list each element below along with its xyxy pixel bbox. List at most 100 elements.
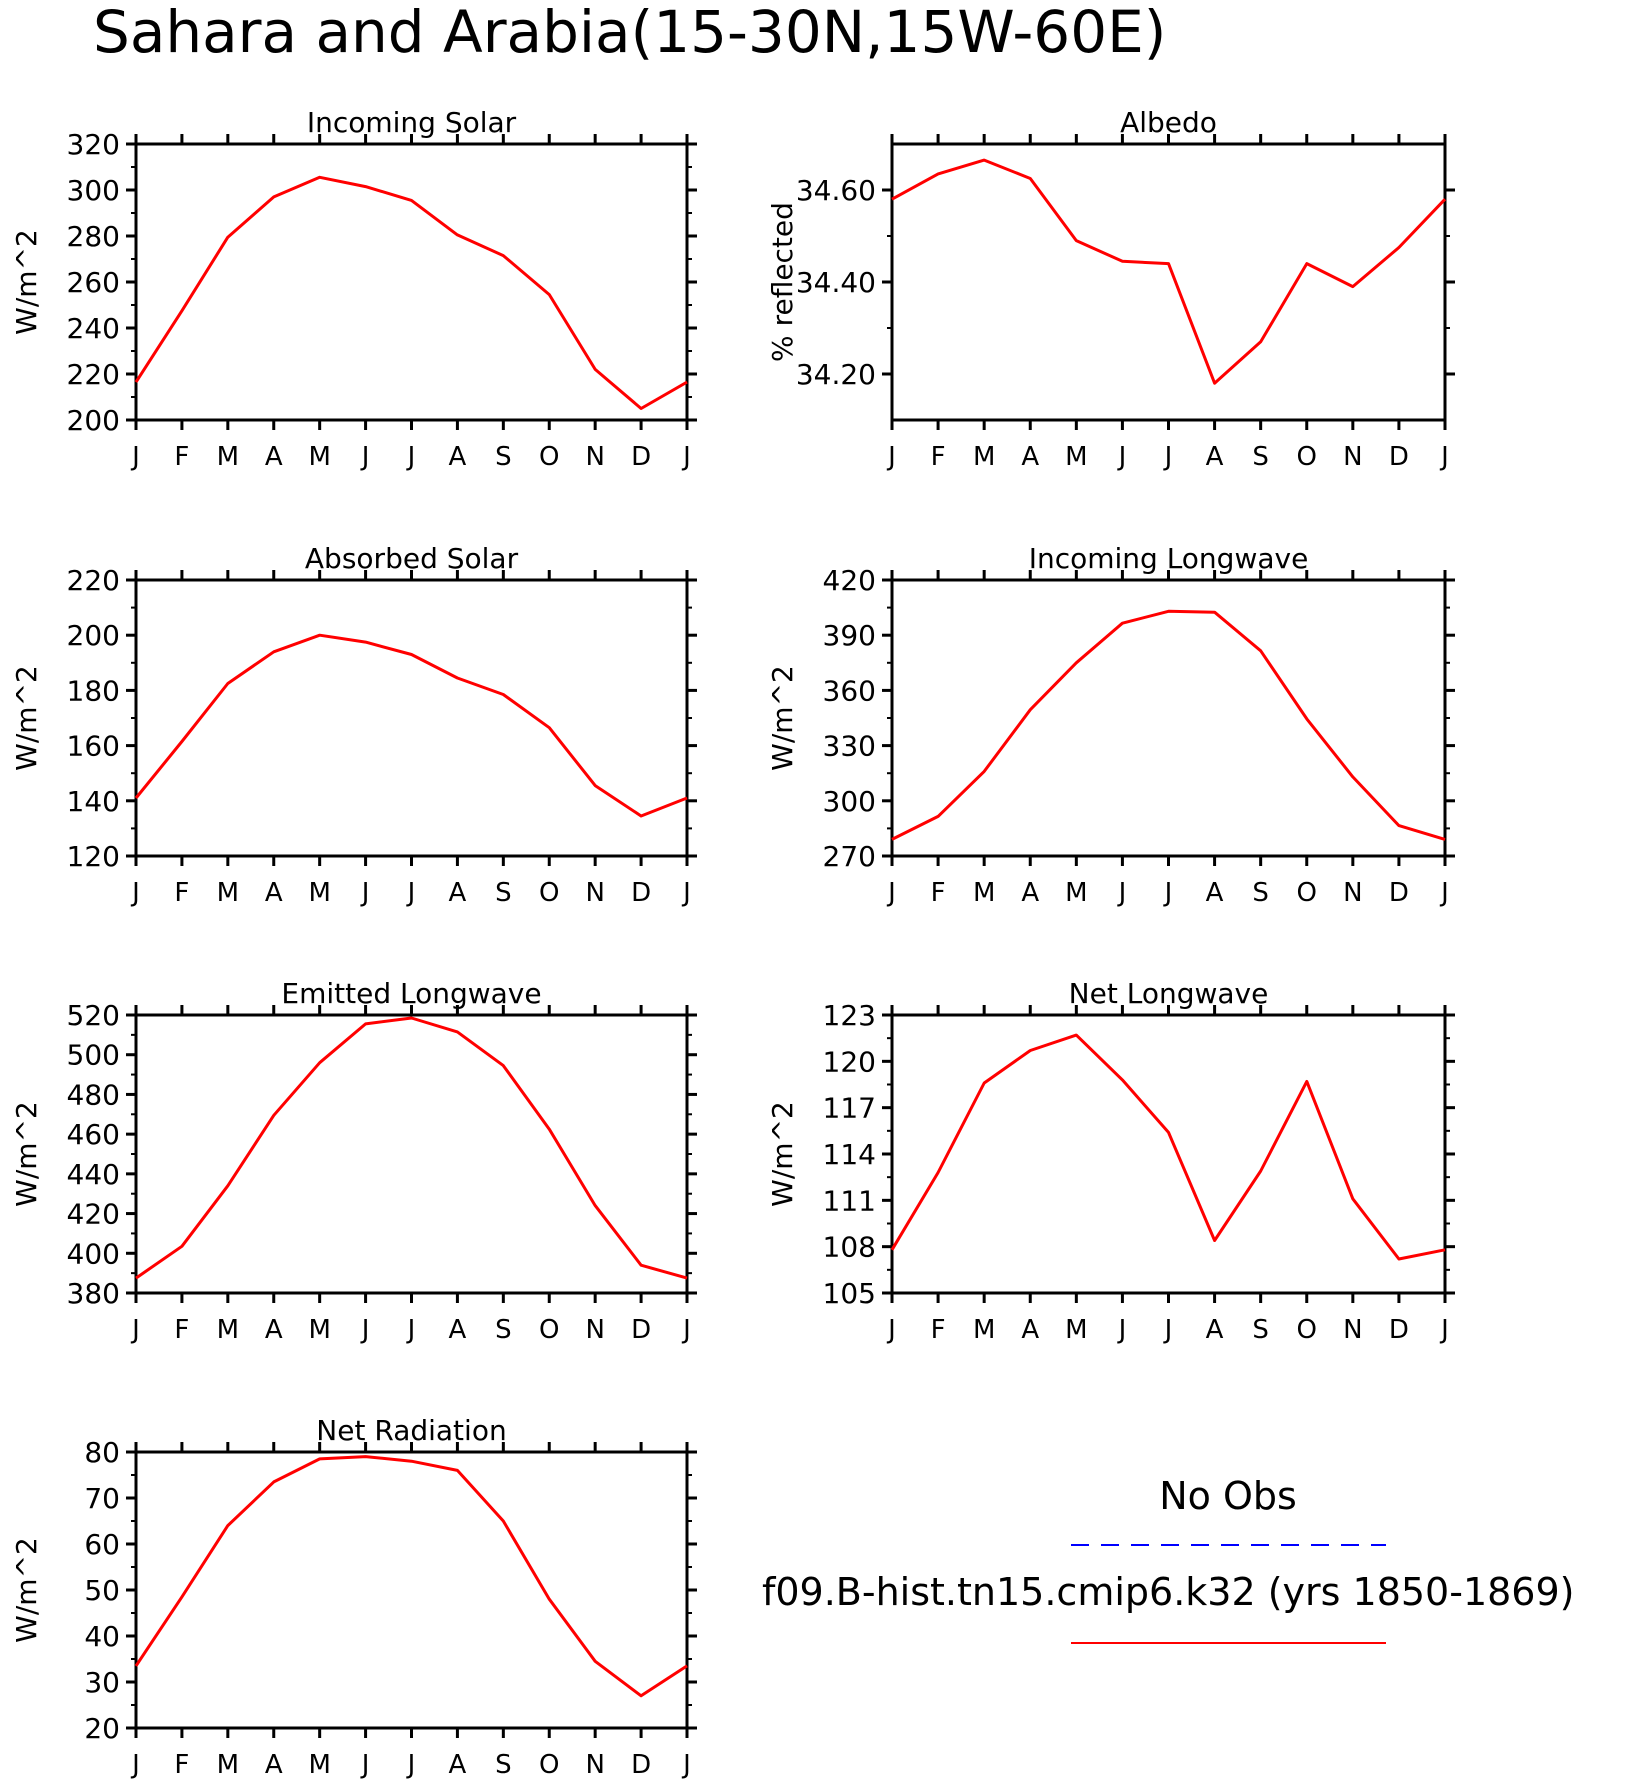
series-line (135, 1016, 688, 1280)
x-tick-label: N (585, 1315, 604, 1345)
series-line (134, 175, 688, 410)
x-tick-label: M (1065, 878, 1087, 908)
x-tick-label: M (217, 878, 239, 908)
y-tick-label: 420 (67, 1198, 120, 1231)
y-tick-label: 320 (67, 128, 120, 161)
x-tick-label: J (406, 442, 416, 472)
x-tick-label: A (1021, 1315, 1039, 1345)
x-tick-label: J (1439, 878, 1449, 908)
x-tick-label: O (539, 878, 559, 908)
x-tick-label: A (265, 442, 283, 472)
y-tick-label: 200 (67, 619, 120, 652)
y-tick-label: 460 (67, 1118, 120, 1151)
x-tick-label: J (406, 878, 416, 908)
y-tick-label: 400 (67, 1237, 120, 1270)
x-tick-label: M (217, 442, 239, 472)
y-axis-label: W/m^2 (10, 229, 43, 335)
y-tick-label: 123 (823, 999, 876, 1032)
x-tick-label: A (1206, 1315, 1224, 1345)
x-tick-label: J (406, 1315, 416, 1345)
x-tick-label: J (886, 1315, 896, 1345)
x-tick-label: M (217, 1750, 239, 1780)
y-tick-label: 60 (84, 1528, 120, 1561)
x-tick-label: J (681, 442, 691, 472)
x-tick-label: J (360, 878, 370, 908)
y-tick-label: 300 (67, 174, 120, 207)
y-tick-label: 140 (67, 785, 120, 818)
y-tick-label: 108 (823, 1231, 876, 1264)
y-tick-label: 260 (67, 266, 120, 299)
x-tick-label: N (1343, 1315, 1362, 1345)
y-axis-label: W/m^2 (10, 1537, 43, 1643)
x-tick-label: M (217, 1315, 239, 1345)
y-tick-label: 160 (67, 730, 120, 763)
panel-title: Net Longwave (1069, 977, 1269, 1010)
panel-frame (890, 1013, 1447, 1295)
x-tick-label: S (495, 442, 512, 472)
x-tick-label: J (1163, 1315, 1173, 1345)
y-tick-label: 20 (84, 1712, 120, 1745)
legend-model-label: f09.B-hist.tn15.cmip6.k32 (yrs 1850-1869… (762, 1570, 1574, 1614)
y-tick-label: 34.60 (796, 174, 876, 207)
x-tick-label: O (1297, 878, 1317, 908)
x-tick-label: D (1389, 442, 1409, 472)
x-tick-label: N (585, 442, 604, 472)
y-tick-label: 300 (823, 785, 876, 818)
y-tick-label: 200 (67, 404, 120, 437)
x-tick-label: J (130, 1750, 140, 1780)
x-tick-label: J (130, 442, 140, 472)
legend: No Obs f09.B-hist.tn15.cmip6.k32 (yrs 18… (762, 1474, 1574, 1644)
x-tick-label: A (1021, 878, 1039, 908)
x-tick-label: O (1297, 442, 1317, 472)
x-tick-label: A (265, 1750, 283, 1780)
y-tick-label: 120 (823, 1045, 876, 1078)
y-tick-label: 500 (67, 1039, 120, 1072)
x-tick-label: D (631, 442, 651, 472)
x-tick-label: J (1117, 878, 1127, 908)
panel-title: Absorbed Solar (305, 542, 519, 575)
y-tick-label: 220 (67, 564, 120, 597)
x-tick-label: A (449, 1750, 467, 1780)
y-tick-label: 114 (823, 1138, 876, 1171)
y-tick-label: 380 (67, 1277, 120, 1310)
x-tick-label: J (406, 1750, 416, 1780)
y-tick-label: 280 (67, 220, 120, 253)
x-tick-label: M (973, 442, 995, 472)
x-tick-label: J (1163, 442, 1173, 472)
panel-frame (134, 1013, 689, 1295)
x-tick-label: D (1389, 1315, 1409, 1345)
x-tick-label: M (308, 442, 330, 472)
x-tick-label: D (1389, 878, 1409, 908)
x-tick-label: J (886, 442, 896, 472)
x-tick-label: F (931, 1315, 946, 1345)
x-tick-label: S (495, 878, 512, 908)
x-tick-label: J (681, 1315, 691, 1345)
x-tick-label: A (265, 1315, 283, 1345)
x-tick-label: J (681, 878, 691, 908)
y-tick-label: 240 (67, 312, 120, 345)
x-tick-label: O (1297, 1315, 1317, 1345)
x-tick-label: F (931, 878, 946, 908)
x-tick-label: M (973, 1315, 995, 1345)
x-tick-label: J (1163, 878, 1173, 908)
legend-obs-label: No Obs (1159, 1474, 1297, 1518)
series-line (891, 609, 1446, 841)
figure-title: Sahara and Arabia(15-30N,15W-60E) (93, 0, 1166, 66)
x-tick-label: A (265, 878, 283, 908)
x-tick-label: J (130, 1315, 140, 1345)
panel-title: Albedo (1120, 106, 1217, 139)
x-tick-label: D (631, 878, 651, 908)
x-tick-label: J (1439, 1315, 1449, 1345)
x-tick-label: M (308, 1750, 330, 1780)
y-tick-label: 480 (67, 1078, 120, 1111)
x-tick-label: F (931, 442, 946, 472)
y-axis-label: W/m^2 (10, 1101, 43, 1207)
x-tick-label: M (1065, 1315, 1087, 1345)
